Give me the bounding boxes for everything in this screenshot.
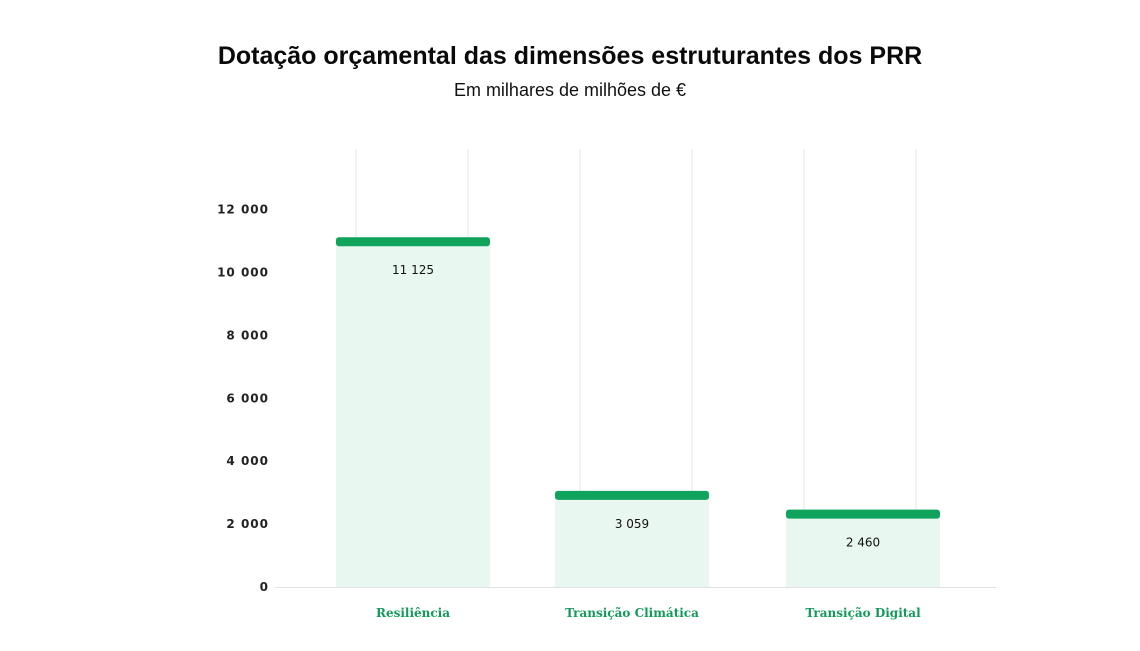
bar-body (555, 490, 709, 587)
data-label: 3 059 (615, 517, 649, 531)
bar-cap (786, 509, 940, 519)
data-label: 2 460 (846, 536, 880, 550)
y-tick-label: 0 (260, 580, 269, 594)
category-label: Resiliência (376, 606, 450, 620)
chart-title: Dotação orçamental das dimensões estrutu… (217, 42, 923, 70)
bar-cap (555, 490, 709, 500)
y-tick-label: 8 000 (226, 328, 269, 342)
category-label: Transição Climática (565, 606, 699, 620)
bar-cap (336, 237, 490, 247)
chart-subtitle: Em milhares de milhões de € (453, 80, 687, 100)
bar-body (336, 237, 490, 588)
y-tick-label: 10 000 (217, 266, 269, 280)
y-tick-label: 4 000 (226, 454, 269, 468)
data-label: 11 125 (392, 263, 434, 277)
y-tick-label: 2 000 (226, 517, 269, 531)
bar-body (786, 509, 940, 587)
category-label: Transição Digital (805, 606, 921, 620)
y-tick-label: 12 000 (217, 203, 269, 217)
y-tick-label: 6 000 (226, 391, 269, 405)
